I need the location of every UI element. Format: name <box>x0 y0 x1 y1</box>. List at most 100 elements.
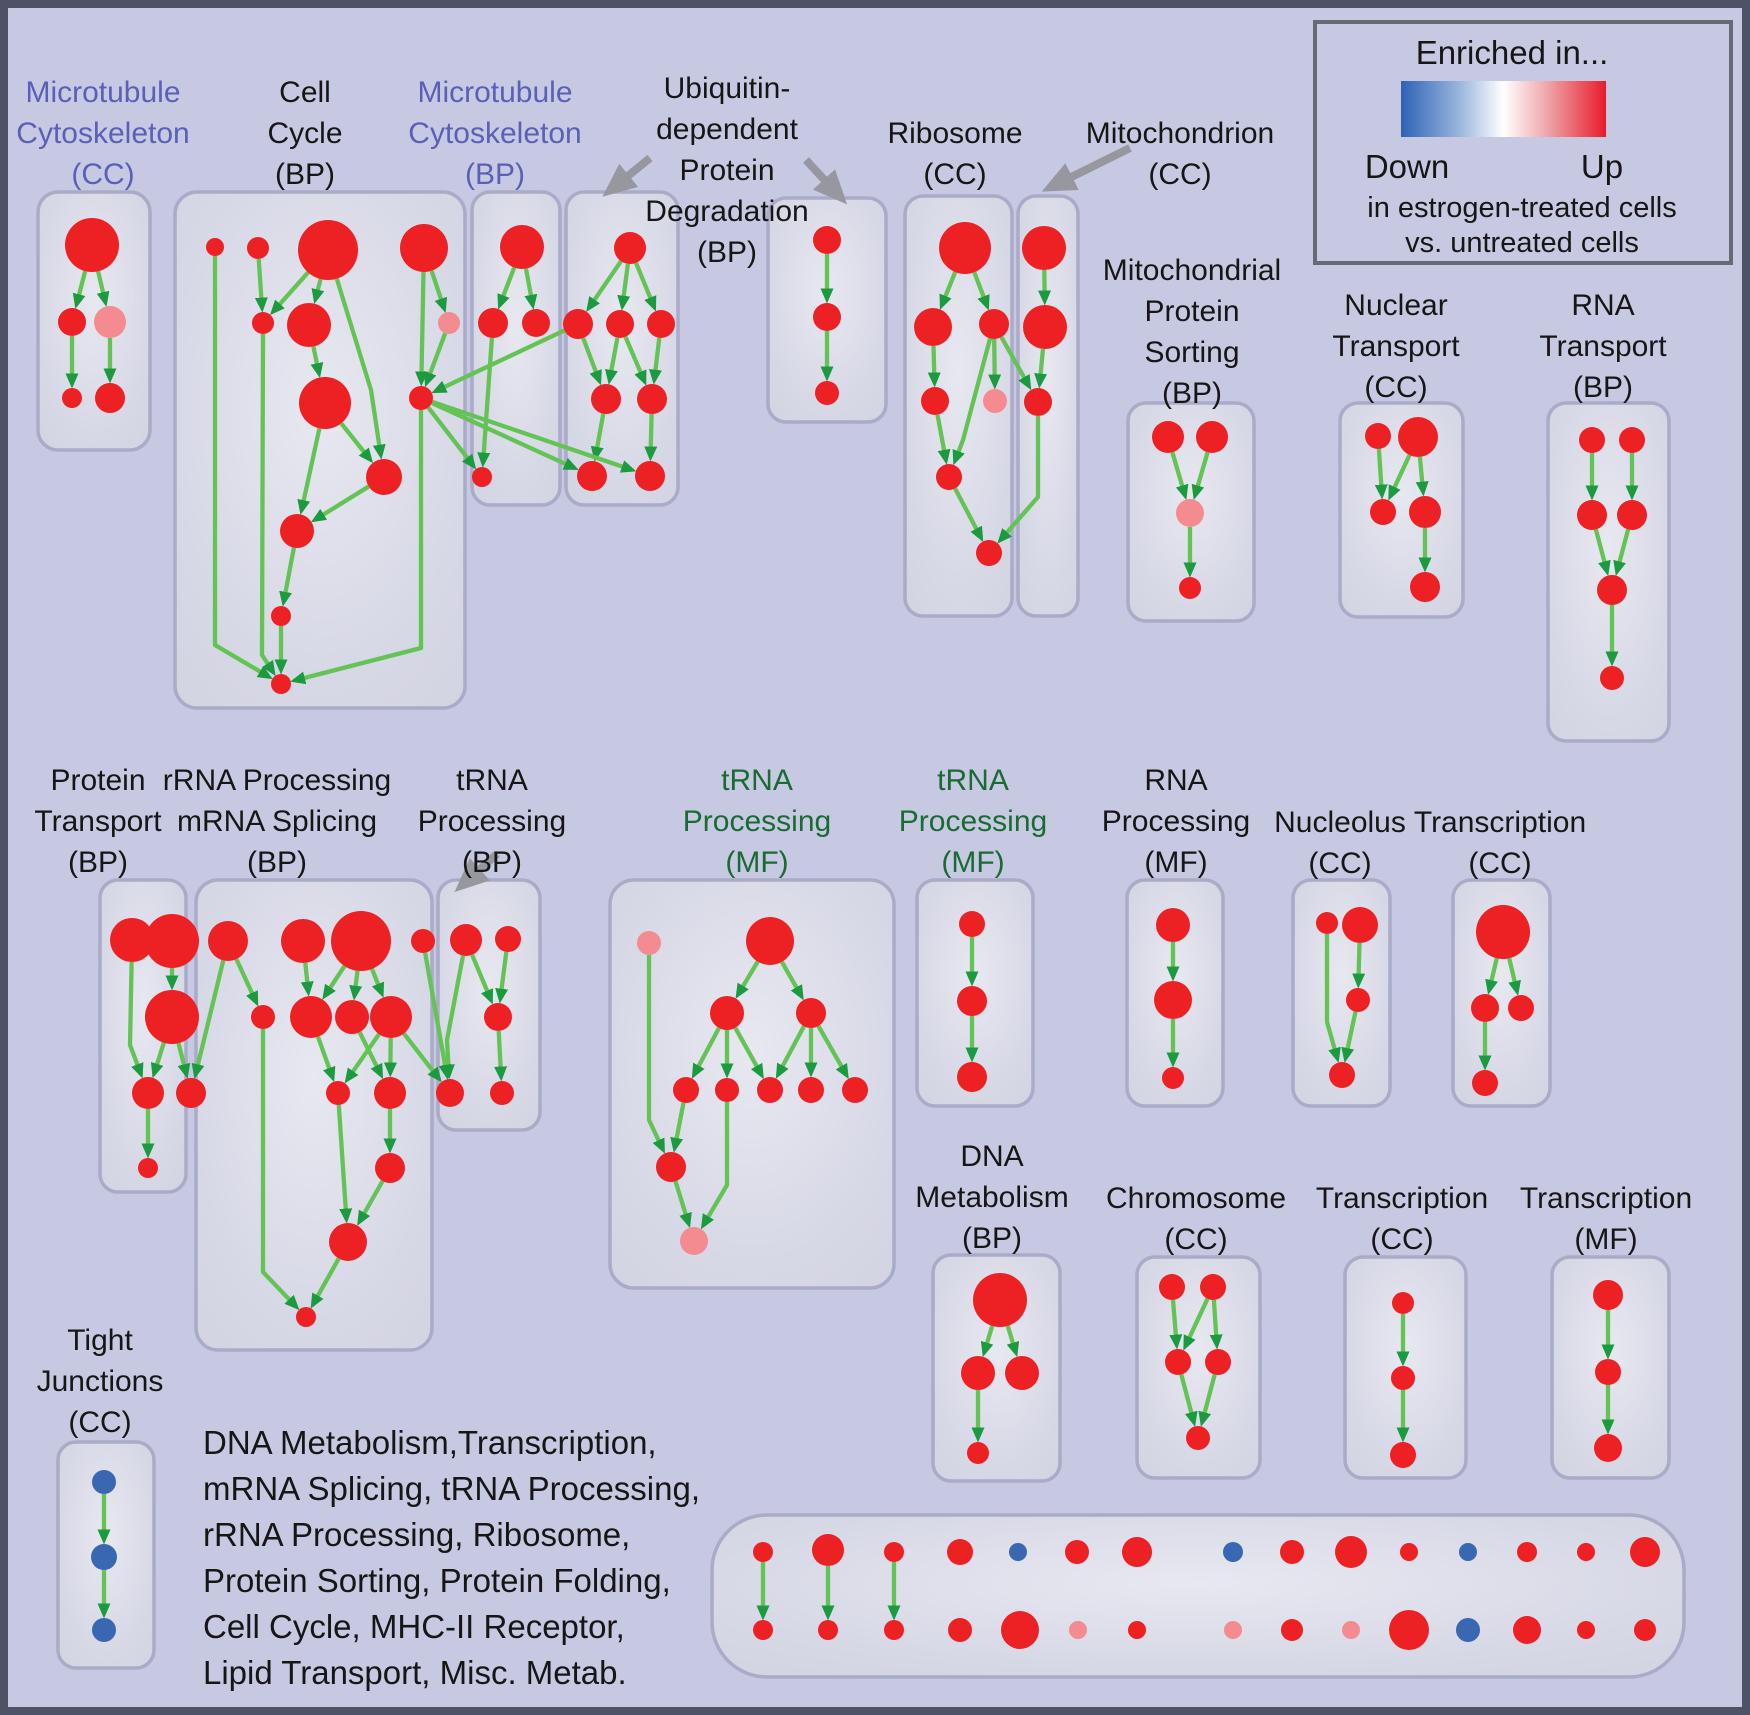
go-term-node-red <box>1390 1442 1416 1468</box>
edge-arrow <box>370 968 385 998</box>
go-term-node-red <box>815 381 839 405</box>
go-term-node-red <box>1186 1426 1210 1450</box>
go-term-node-red <box>1154 981 1192 1019</box>
edge-arrow <box>495 951 509 1004</box>
go-term-node-red <box>813 303 841 331</box>
go-term-node-pink <box>1224 1621 1242 1639</box>
go-term-node-red <box>967 1442 989 1464</box>
edge-arrow <box>1415 456 1429 497</box>
edge-arrow <box>441 955 466 1080</box>
go-term-node-red <box>1280 1540 1304 1564</box>
edge-arrow <box>415 271 429 387</box>
edge-arrow <box>254 258 268 313</box>
go-term-node-red <box>1159 1274 1185 1300</box>
cluster-label-trna-processing-bp: tRNA Processing (BP) <box>417 764 567 879</box>
cluster-box-cell-cycle-bp <box>173 190 467 710</box>
edge-arrow <box>334 278 386 460</box>
go-term-node-red <box>614 232 646 264</box>
cluster-label-dna-metabolism-bp: DNA Metabolism (BP) <box>915 1140 1069 1255</box>
go-term-node-red <box>818 1620 838 1640</box>
legend-gradient-bar <box>1401 81 1606 137</box>
go-term-node-red <box>673 1077 699 1103</box>
go-term-node-red <box>961 1356 995 1390</box>
edge-arrow <box>127 961 144 1079</box>
edge-arrow <box>623 336 647 386</box>
edge-arrow <box>349 970 363 1001</box>
cluster-label-tight-junctions-cc: Tight Junctions (CC) <box>36 1324 164 1439</box>
legend-subtitle-line1: in estrogen-treated cells <box>1367 192 1677 224</box>
edge-arrow <box>1374 448 1388 500</box>
go-term-node-red <box>606 310 634 338</box>
edge-arrow <box>1169 1299 1183 1350</box>
cluster-label-transcription-mf: Transcription (MF) <box>1519 1182 1693 1256</box>
go-term-node-red <box>948 1618 972 1642</box>
go-term-node-pink <box>94 306 126 338</box>
go-term-node-red <box>145 990 199 1044</box>
edge-arrow <box>72 270 88 309</box>
cluster-label-chromosome-cc: Chromosome (CC) <box>1105 1182 1287 1256</box>
go-term-node-red <box>1400 1543 1418 1561</box>
edge-arrow <box>422 952 452 1080</box>
edge-arrow <box>336 1104 353 1224</box>
go-term-node-red <box>331 911 391 971</box>
edge-arrow <box>670 1102 686 1153</box>
edge-arrow <box>935 414 951 465</box>
go-term-node-red <box>484 1003 512 1031</box>
go-term-node-blue <box>92 1470 116 1494</box>
go-term-node-red <box>251 1005 275 1029</box>
edge-arrow <box>310 346 324 379</box>
edge-arrow <box>176 1042 191 1079</box>
edge-arrow <box>191 959 226 1079</box>
go-term-node-red <box>370 996 412 1038</box>
edge-arrow <box>673 1180 692 1229</box>
go-term-node-red <box>280 514 314 548</box>
go-term-node-red <box>939 222 991 274</box>
go-term-node-red <box>296 1307 316 1327</box>
cluster-box-trna-processing-mf-large <box>608 878 896 1290</box>
go-term-node-red <box>812 1534 844 1566</box>
edge-arrow <box>1352 942 1366 989</box>
go-term-node-pink <box>1069 1621 1087 1639</box>
edge-arrow <box>691 1026 721 1079</box>
cluster-label-mitochondrial-protein-sorting-bp: Mitochondrial Protein Sorting (BP) <box>1102 254 1282 410</box>
edge-arrow <box>972 271 990 311</box>
edge-arrow <box>494 1030 508 1082</box>
go-term-node-red <box>1005 1356 1039 1390</box>
go-term-node-red <box>1329 1062 1355 1088</box>
go-term-node-red <box>710 996 744 1030</box>
go-term-node-red <box>1617 500 1647 530</box>
go-term-node-red <box>271 606 291 626</box>
go-term-node-red <box>1593 1280 1623 1310</box>
edge-arrow <box>470 953 494 1005</box>
edge-arrow <box>1191 451 1210 500</box>
cluster-label-trna-processing-mf-large: tRNA Processing (MF) <box>682 764 832 879</box>
go-term-node-red <box>976 540 1002 566</box>
go-term-node-red <box>1597 575 1627 605</box>
cluster-label-rna-processing-mf: RNA Processing (MF) <box>1101 764 1251 879</box>
go-term-node-red <box>95 383 125 413</box>
edge-arrow <box>775 1025 806 1079</box>
edge-arrow <box>700 1102 730 1230</box>
go-term-node-red <box>298 220 358 280</box>
go-term-node-red <box>979 309 1009 339</box>
edge-arrow <box>1170 451 1189 500</box>
go-term-node-red <box>1162 1067 1184 1089</box>
edge-arrow <box>590 413 606 462</box>
cluster-box-chromosome-cc <box>1135 1255 1262 1480</box>
go-term-node-red <box>1577 1621 1595 1639</box>
go-term-node-red <box>271 674 291 694</box>
go-term-node-red <box>936 464 962 490</box>
pointer-to-ubiquitin-cluster-2-icon <box>803 157 848 205</box>
cluster-label-transcription-cc-lower: Transcription (CC) <box>1315 1182 1489 1256</box>
go-term-node-red <box>1023 305 1067 349</box>
go-term-node-red <box>959 911 985 937</box>
legend-up-label: Up <box>1580 148 1624 185</box>
go-term-node-red <box>1472 1070 1498 1096</box>
go-term-node-red <box>957 1062 987 1092</box>
edge-arrow <box>1485 957 1499 995</box>
edge-arrow <box>279 547 297 607</box>
edge-arrow <box>96 270 110 307</box>
go-term-node-red <box>145 914 199 968</box>
edge-arrow <box>816 1024 849 1080</box>
